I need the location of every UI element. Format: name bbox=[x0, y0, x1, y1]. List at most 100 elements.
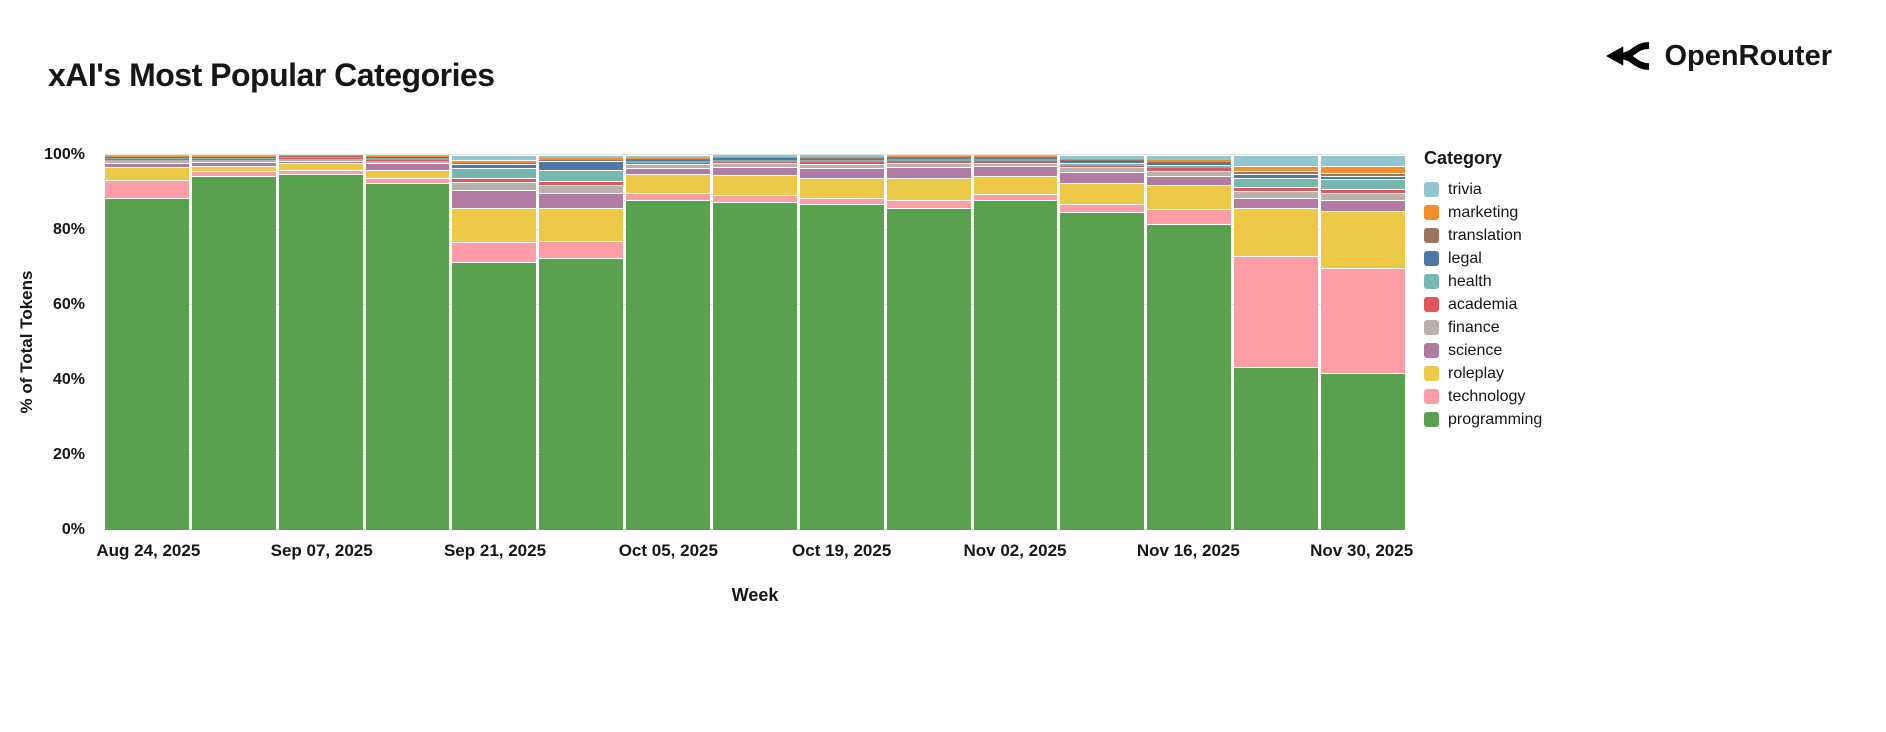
bar-segment-science bbox=[452, 190, 537, 209]
bar-segment-science bbox=[365, 162, 450, 170]
bar-segment-trivia bbox=[105, 155, 189, 156]
legend-item-finance: finance bbox=[1424, 316, 1614, 339]
bar-segment-finance bbox=[452, 182, 537, 191]
bar-segment-trivia bbox=[713, 155, 797, 157]
x-axis-ticks: Aug 24, 2025 Sep 07, 2025 Sep 21, 2025 Oct … bbox=[96, 541, 1413, 565]
bar-segment-programming bbox=[1147, 224, 1232, 530]
bar-segment-science bbox=[713, 167, 797, 175]
bar-segment-technology bbox=[105, 180, 189, 199]
bar-segment-roleplay bbox=[799, 177, 884, 199]
bar-segment-technology bbox=[886, 200, 971, 208]
bar-segment-trivia bbox=[799, 155, 884, 157]
stacked-bar bbox=[191, 155, 276, 530]
bar-segment-finance bbox=[1234, 190, 1319, 199]
legend-item-programming: programming bbox=[1424, 408, 1614, 431]
bar-segment-health bbox=[452, 168, 537, 178]
bar-segment-roleplay bbox=[713, 174, 797, 196]
bar-segment-marketing bbox=[105, 155, 189, 157]
openrouter-logo-icon bbox=[1605, 38, 1651, 74]
legend-swatch bbox=[1424, 389, 1439, 404]
bar-segment-academia bbox=[191, 158, 276, 160]
bar-segment-science bbox=[278, 160, 363, 164]
bar-segment-science bbox=[105, 162, 189, 167]
y-axis-tick-label: 20% bbox=[52, 446, 85, 463]
bar-segment-technology bbox=[539, 241, 624, 259]
stacked-bar bbox=[278, 155, 363, 530]
bar-segment-health bbox=[365, 158, 450, 160]
bar-segment-marketing bbox=[626, 157, 711, 159]
bar-segment-trivia bbox=[1321, 155, 1405, 167]
legend-item-health: health bbox=[1424, 270, 1614, 293]
x-axis-tick-label: Nov 16, 2025 bbox=[1136, 541, 1240, 560]
bar-segment-translation bbox=[1060, 159, 1145, 161]
bar-segment-academia bbox=[452, 177, 537, 182]
bar-segment-marketing bbox=[452, 159, 537, 163]
bar-segment-technology bbox=[191, 171, 276, 176]
bar-segment-programming bbox=[1060, 212, 1145, 530]
bar-segment-programming bbox=[452, 261, 537, 530]
bar-segment-finance bbox=[886, 162, 971, 167]
legend-label: finance bbox=[1448, 318, 1500, 336]
bar-segment-trivia bbox=[365, 155, 450, 156]
legend-swatch bbox=[1424, 274, 1439, 289]
x-axis-tick-label: Sep 07, 2025 bbox=[270, 541, 373, 560]
legend-item-science: science bbox=[1424, 339, 1614, 362]
bar-segment-legal bbox=[886, 157, 971, 159]
bar-segment-health bbox=[278, 157, 363, 159]
bar-segment-academia bbox=[626, 162, 711, 165]
bar-segment-programming bbox=[105, 198, 189, 530]
bar-segment-marketing bbox=[1321, 166, 1405, 173]
bar-segment-translation bbox=[1147, 161, 1232, 163]
stacked-bar bbox=[713, 155, 797, 530]
bar-segment-science bbox=[973, 166, 1058, 176]
legend-swatch bbox=[1424, 320, 1439, 335]
bar-segment-trivia bbox=[191, 155, 276, 156]
legend-swatch bbox=[1424, 343, 1439, 358]
legend-swatch bbox=[1424, 205, 1439, 220]
legend-label: health bbox=[1448, 272, 1492, 290]
bar-segment-roleplay bbox=[1234, 207, 1319, 257]
brand-name: OpenRouter bbox=[1664, 39, 1832, 72]
x-axis-tick-label: Nov 30, 2025 bbox=[1310, 541, 1414, 560]
legend-label: marketing bbox=[1448, 203, 1519, 221]
bar-segment-finance bbox=[1147, 170, 1232, 176]
plot-area bbox=[105, 154, 1405, 530]
bar-segment-trivia bbox=[1234, 155, 1319, 167]
bar-segment-marketing bbox=[886, 156, 971, 157]
bar-segment-trivia bbox=[1060, 155, 1145, 159]
bar-segment-legal bbox=[973, 157, 1058, 159]
x-axis-tick-label: Nov 02, 2025 bbox=[963, 541, 1067, 560]
bar-segment-academia bbox=[713, 161, 797, 164]
bar-segment-translation bbox=[539, 159, 624, 161]
legend-label: academia bbox=[1448, 295, 1518, 313]
bar-segment-translation bbox=[452, 162, 537, 165]
bar-segment-legal bbox=[1147, 162, 1232, 165]
bar-segment-legal bbox=[365, 157, 450, 158]
bar-segment-trivia bbox=[626, 155, 711, 158]
x-axis-tick-label: Sep 21, 2025 bbox=[443, 541, 547, 560]
bar-segment-academia bbox=[1147, 168, 1232, 171]
legend-label: legal bbox=[1448, 249, 1482, 267]
bar-segment-legal bbox=[799, 158, 884, 160]
bar-segment-marketing bbox=[278, 155, 363, 157]
stacked-bar bbox=[1321, 155, 1405, 530]
bar-segment-trivia bbox=[452, 155, 537, 160]
brand: OpenRouter bbox=[1605, 38, 1832, 74]
bar-segment-marketing bbox=[1060, 158, 1145, 160]
bar-segment-translation bbox=[1234, 170, 1319, 174]
bar-segment-technology bbox=[452, 242, 537, 262]
bar-segment-science bbox=[626, 168, 711, 174]
bar-segment-programming bbox=[539, 258, 624, 530]
bar-segment-programming bbox=[1234, 366, 1319, 530]
bar-segment-programming bbox=[973, 200, 1058, 530]
bar-segment-science bbox=[539, 192, 624, 208]
legend-label: programming bbox=[1448, 410, 1543, 428]
bar-segment-programming bbox=[626, 200, 711, 530]
bar-segment-academia bbox=[799, 162, 884, 164]
bar-segment-health bbox=[191, 157, 276, 159]
bar-segment-marketing bbox=[191, 155, 276, 157]
bar-segment-health bbox=[886, 158, 971, 161]
bar-segment-technology bbox=[1060, 203, 1145, 212]
bar-segment-health bbox=[539, 170, 624, 182]
bar-segment-roleplay bbox=[626, 173, 711, 193]
